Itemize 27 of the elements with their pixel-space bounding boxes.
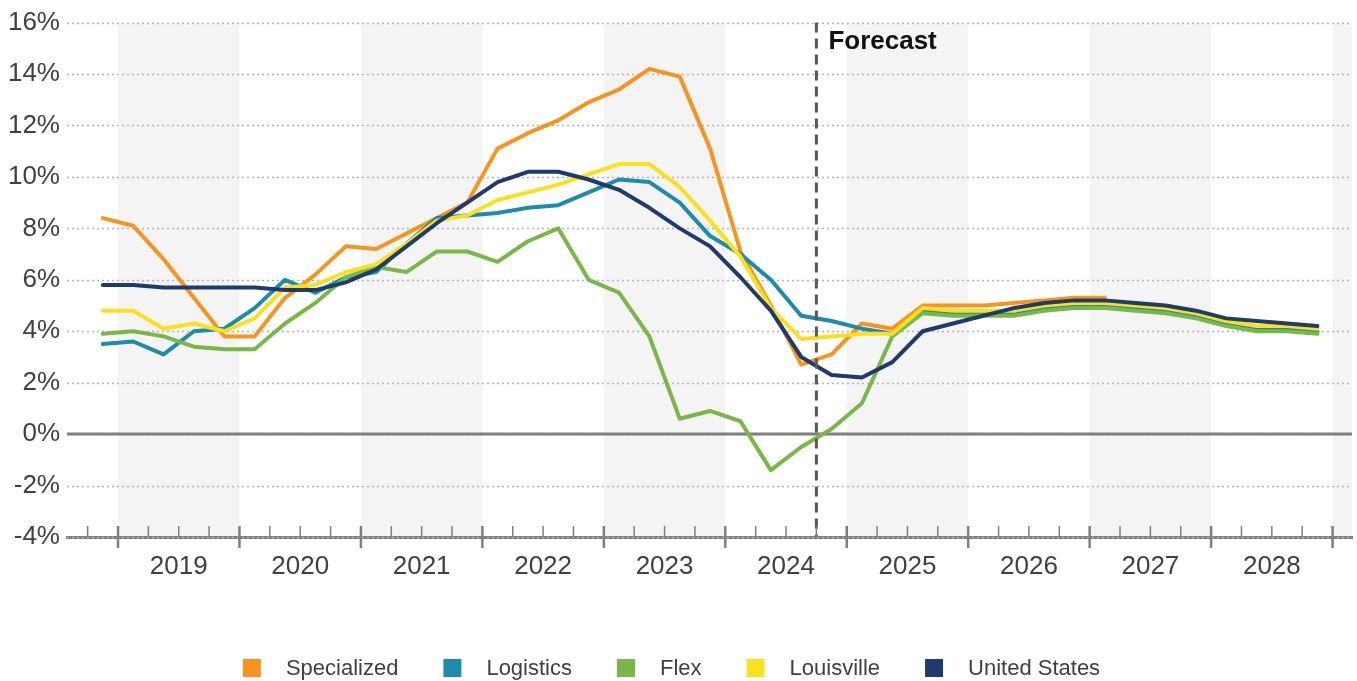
x-tick-label: 2028 (1242, 549, 1301, 580)
x-tick-label: 2019 (149, 549, 208, 580)
legend-label: Specialized (285, 655, 399, 681)
x-tick-label: 2021 (392, 549, 451, 580)
x-tick-label: 2025 (878, 549, 937, 580)
x-tick-label: 2026 (1000, 549, 1058, 580)
y-tick-label: 4% (22, 314, 60, 345)
y-tick-label: 8% (22, 211, 60, 242)
x-tick-label: 2027 (1121, 549, 1180, 580)
x-tick-label: 2024 (757, 549, 815, 580)
ref-line-label: Forecast (828, 24, 938, 55)
y-tick-label: 10% (7, 160, 60, 191)
y-tick-label: -2% (13, 468, 60, 499)
y-tick-label: 16% (7, 5, 60, 36)
y-tick-label: 14% (7, 57, 60, 88)
y-tick-label: 6% (22, 262, 60, 293)
legend-label: Flex (659, 655, 702, 681)
x-tick-label: 2022 (514, 549, 573, 580)
legend-label: Louisville (789, 655, 881, 681)
legend-label: United States (968, 655, 1101, 681)
y-tick-label: 2% (22, 365, 60, 396)
legend-label: Logistics (486, 655, 572, 681)
y-tick-label: 12% (7, 108, 60, 139)
x-tick-label: 2023 (635, 549, 694, 580)
x-tick-label: 2020 (271, 549, 330, 580)
y-tick-label: -4% (13, 520, 60, 551)
y-tick-label: 0% (22, 417, 60, 448)
